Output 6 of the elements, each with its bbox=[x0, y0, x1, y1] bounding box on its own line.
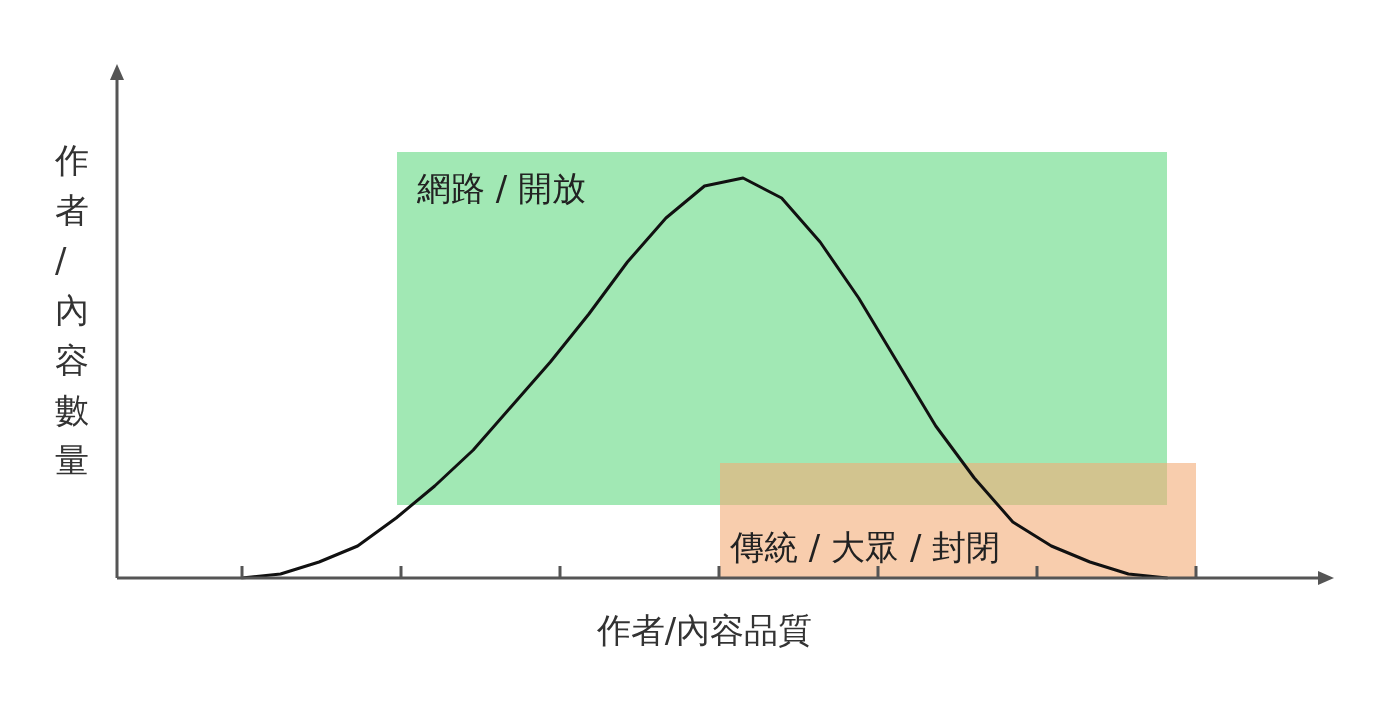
shaded-box: 傳統 / 大眾 / 封閉 bbox=[720, 463, 1196, 578]
shaded-box: 網路 / 開放 bbox=[397, 152, 1167, 505]
annotation: 傳統 / 大眾 / 封閉 bbox=[730, 526, 1001, 569]
annotation: 網路 / 開放 bbox=[417, 167, 587, 210]
x-axis-title: 作者/內容品質 bbox=[595, 610, 813, 650]
y-axis-title: 作者/內容數量 bbox=[54, 140, 89, 480]
